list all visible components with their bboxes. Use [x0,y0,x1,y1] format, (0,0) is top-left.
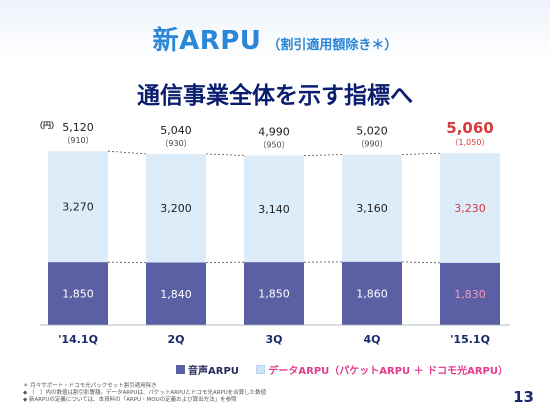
label-voice-1: 1,840 [160,288,192,301]
total-label-0: 5,120 [62,121,94,134]
legend-label-voice: 音声ARPU [188,366,239,377]
label-voice-2: 1,850 [258,288,290,301]
discount-label-4: （1,050） [451,138,490,147]
connector-total-2 [303,154,343,156]
title-main: 新ARPU [152,26,262,56]
connector-total-1 [205,153,245,156]
discount-label-0: （910） [62,136,93,145]
bar-voice-2 [244,262,304,325]
total-label-3: 5,020 [356,125,388,138]
bar-data-1 [146,153,206,263]
bar-data-3 [342,154,402,262]
connector-total-0 [107,150,147,155]
header-background [0,0,550,62]
legend: 音声ARPU データARPU（パケットARPU ＋ ドコモ光ARPU） [176,362,508,377]
discount-label-1: （930） [160,139,191,148]
discount-label-3: （990） [356,140,387,149]
category-label-4: '15.1Q [450,333,490,346]
label-data-0: 3,270 [62,201,94,214]
label-data-2: 3,140 [258,203,290,216]
page-number: 13 [513,388,534,406]
bar-voice-1 [146,262,206,325]
total-label-4: 5,060 [446,119,493,137]
legend-swatch-voice [176,365,185,374]
legend-swatch-data [256,365,266,374]
slide-title: 新ARPU （割引適用額除き＊） [0,20,550,57]
bar-data-2 [244,155,304,263]
discount-label-2: （950） [258,141,289,150]
bar-voice-4 [440,262,500,325]
legend-label-data: データARPU（パケットARPU ＋ ドコモ光ARPU） [268,366,509,377]
label-voice-4: 1,830 [454,288,486,301]
bar-voice-3 [342,261,402,325]
category-label-1: 2Q [167,333,184,346]
category-label-0: '14.1Q [58,333,98,346]
slide-subtitle: 通信事業全体を示す指標へ [137,83,413,109]
label-data-4: 3,230 [454,202,486,215]
title-note: （割引適用額除き＊） [267,38,398,53]
total-label-1: 5,040 [160,124,192,137]
footnote-2: ◆ （ ）内の数値は割引影響額。データARPUは、パケットARPUとドコモ光AR… [23,390,267,396]
label-data-1: 3,200 [160,202,192,215]
label-voice-0: 1,850 [62,288,94,301]
category-label-3: 4Q [363,333,380,346]
footnote-3: ◆ 新ARPUの定義については、本資料の「ARPU・MOUの定義および算出方法」… [23,397,237,403]
bar-data-0 [48,151,108,263]
label-data-3: 3,160 [356,202,388,215]
total-label-2: 4,990 [258,126,290,139]
category-label-2: 3Q [265,333,282,346]
y-axis-unit: （円） [35,120,59,130]
connector-voice-3 [401,261,441,264]
bar-data-4 [440,153,500,263]
label-voice-3: 1,860 [356,287,388,300]
connector-total-3 [401,152,441,155]
footnote-1: ＊ 月々サポート・ドコモ光パックセット割引適用除き [23,383,157,389]
bar-voice-0 [48,262,108,325]
footnotes: ＊ 月々サポート・ドコモ光パックセット割引適用除き ◆ （ ）内の数値は割引影響… [23,383,266,404]
